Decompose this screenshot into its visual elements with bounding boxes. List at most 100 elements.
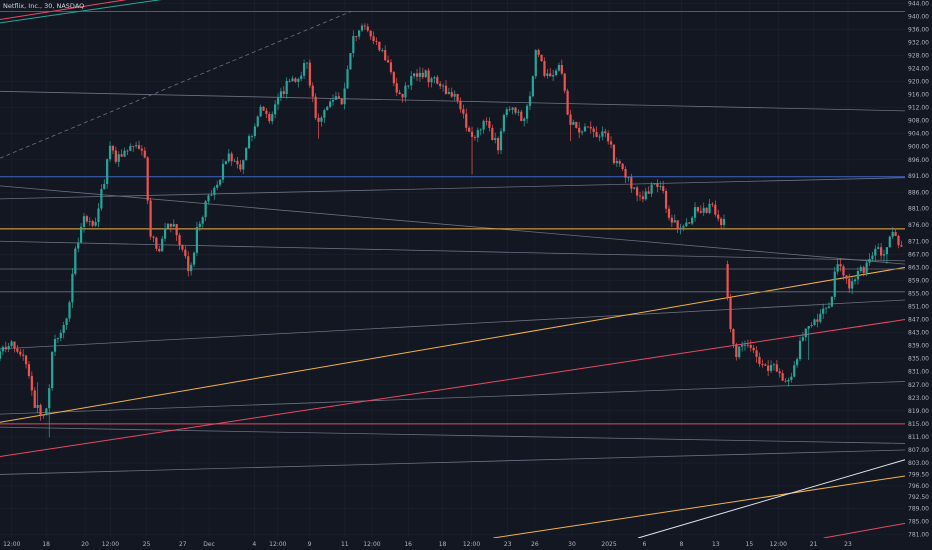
trend-line-8[interactable] xyxy=(0,11,352,159)
candle-a-candle-74 xyxy=(213,187,216,195)
candle-a-candle-66 xyxy=(190,264,193,272)
candle-a-candle-149 xyxy=(430,78,433,83)
time-tick-15: 23 xyxy=(504,541,512,548)
trend-line-6[interactable] xyxy=(0,426,906,444)
price-tick-37: 792.50 xyxy=(908,494,929,501)
candle-a-candle-108 xyxy=(311,85,314,97)
candle-b-candle-53 xyxy=(880,247,883,256)
trend-line-13[interactable] xyxy=(823,522,906,539)
candle-a-candle-237 xyxy=(685,222,688,227)
candle-a-candle-23 xyxy=(65,318,68,325)
trend-line-10[interactable] xyxy=(0,319,906,457)
candle-b-candle-15 xyxy=(769,365,773,371)
candle-a-candle-147 xyxy=(424,70,427,78)
price-tick-1: 940.00 xyxy=(908,13,929,20)
candle-a-candle-40 xyxy=(114,150,117,162)
candle-a-candle-171 xyxy=(494,138,497,141)
candle-b-candle-2 xyxy=(732,329,735,345)
time-axis[interactable]: 12:00 18 20 12:00 25 27 Dec 4 12:00 9 11 12:00 16 18 1… xyxy=(3,541,852,548)
candle-a-candle-136 xyxy=(392,72,395,84)
candle-a-candle-227 xyxy=(656,183,659,187)
candle-a-candle-191 xyxy=(552,75,555,77)
candle-b-candle-28 xyxy=(807,326,810,329)
candle-a-candle-143 xyxy=(413,73,416,77)
candle-a-candle-99 xyxy=(285,80,288,94)
candle-b-candle-55 xyxy=(885,247,888,255)
candle-a-candle-177 xyxy=(511,107,514,110)
trend-line-11[interactable] xyxy=(493,475,906,539)
price-tick-22: 851.00 xyxy=(908,303,929,310)
candle-a-candle-232 xyxy=(670,217,673,223)
trend-line-0[interactable] xyxy=(0,90,906,112)
candle-a-candle-198 xyxy=(572,121,575,125)
candle-a-candle-36 xyxy=(103,183,106,190)
trend-line-5[interactable] xyxy=(0,381,906,415)
trend-line-4[interactable] xyxy=(0,299,906,350)
price-tick-31: 815.00 xyxy=(908,421,929,428)
candle-a-candle-78 xyxy=(224,161,227,164)
candle-a-candle-39 xyxy=(111,145,115,151)
candle-a-candle-110 xyxy=(317,117,320,122)
candle-a-candle-139 xyxy=(401,94,404,98)
candle-a-candle-167 xyxy=(482,120,485,130)
trend-line-15[interactable] xyxy=(0,0,181,24)
candle-a-candle-218 xyxy=(630,177,633,189)
candle-a-candle-211 xyxy=(609,141,613,145)
candle-a-candle-231 xyxy=(667,208,671,218)
price-tick-27: 831.00 xyxy=(908,369,929,376)
candle-a-candle-10 xyxy=(27,364,31,376)
candle-a-candle-31 xyxy=(88,220,91,222)
candle-a-candle-42 xyxy=(120,154,123,157)
candle-a-candle-141 xyxy=(407,85,410,87)
candle-a-candle-205 xyxy=(592,128,595,133)
candle-b-candle-14 xyxy=(767,365,770,371)
trend-line-14[interactable] xyxy=(0,0,145,21)
trend-line-1[interactable] xyxy=(0,177,906,200)
candle-a-candle-225 xyxy=(650,184,653,194)
candle-a-candle-133 xyxy=(384,50,387,61)
candle-a-candle-128 xyxy=(369,30,372,37)
price-tick-9: 908.00 xyxy=(908,118,929,125)
candle-a-candle-94 xyxy=(271,114,274,122)
candle-a-candle-157 xyxy=(453,94,456,97)
candle-a-candle-223 xyxy=(644,191,647,200)
candle-b-candle-3 xyxy=(735,344,738,358)
candle-a-candle-84 xyxy=(242,160,245,170)
trend-line-12[interactable] xyxy=(637,459,906,539)
candle-b-candle-52 xyxy=(877,247,880,249)
candle-a-candle-179 xyxy=(517,111,520,113)
candle-b-candle-4 xyxy=(738,346,741,358)
candle-a-candle-140 xyxy=(404,85,407,98)
candle-a-candle-197 xyxy=(569,114,572,125)
candle-a-candle-132 xyxy=(381,50,384,51)
trend-line-9[interactable] xyxy=(0,266,906,423)
candle-b-candle-27 xyxy=(804,328,807,338)
candle-a-candle-52 xyxy=(149,200,152,237)
candle-a-candle-159 xyxy=(459,100,462,110)
candle-b-candle-13 xyxy=(764,364,767,366)
price-tick-15: 881.00 xyxy=(908,206,929,213)
price-tick-6: 920.00 xyxy=(908,79,929,86)
candle-a-candle-123 xyxy=(355,36,358,37)
price-tick-14: 886.00 xyxy=(908,189,929,196)
candle-a-candle-172 xyxy=(497,138,500,151)
candle-a-candle-222 xyxy=(641,196,645,200)
time-tick-10: 11 xyxy=(341,541,349,548)
price-tick-2: 936.00 xyxy=(908,26,929,33)
candle-a-candle-214 xyxy=(618,161,621,164)
candle-a-candle-190 xyxy=(549,73,552,77)
trend-line-7[interactable] xyxy=(0,449,906,475)
candle-a-candle-242 xyxy=(699,211,702,213)
candle-a-candle-121 xyxy=(349,53,352,70)
candle-a-candle-11 xyxy=(30,375,33,391)
candle-a-candle-103 xyxy=(297,78,300,82)
candle-a-candle-100 xyxy=(288,80,291,82)
candle-a-candle-21 xyxy=(59,332,62,339)
time-tick-7: 4 xyxy=(252,541,256,548)
candle-a-candle-5 xyxy=(13,341,16,349)
candle-a-candle-202 xyxy=(583,126,587,132)
trend-line-3[interactable] xyxy=(0,240,906,262)
price-axis[interactable]: 944.00 940.00 936.00 932.00 928.00 924.00 920.… xyxy=(908,0,929,538)
candle-a-candle-219 xyxy=(633,187,636,189)
